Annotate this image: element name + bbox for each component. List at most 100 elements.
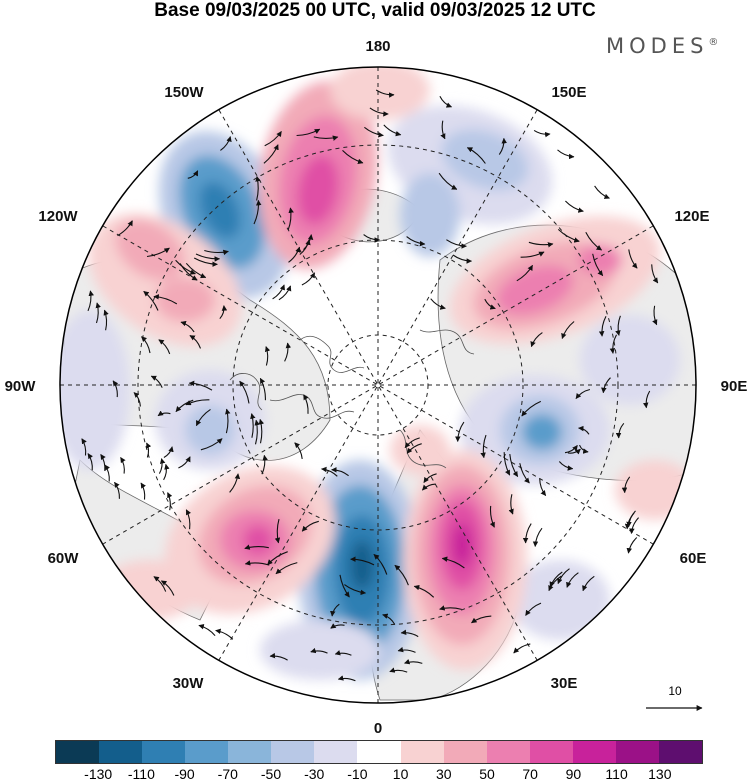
wind-vector-arrow xyxy=(626,510,636,528)
wind-vector-arrow xyxy=(406,443,422,454)
lon-label-150w: 150W xyxy=(164,84,204,101)
wind-vector-arrow xyxy=(375,89,395,98)
wind-vector-arrow xyxy=(585,231,603,251)
wind-vector-arrow xyxy=(394,564,409,586)
wind-vector-arrow xyxy=(471,615,492,624)
wind-vector-arrow xyxy=(330,603,340,617)
wind-vector-arrow xyxy=(509,454,519,478)
colorbar-segment xyxy=(357,741,401,763)
wind-vector-arrow xyxy=(525,602,542,616)
wind-vector-arrow xyxy=(294,442,303,459)
wind-vector-arrow xyxy=(400,629,419,638)
wind-vector-arrow xyxy=(519,463,530,484)
lon-label-60w: 60W xyxy=(48,550,80,567)
wind-vector-arrow xyxy=(440,120,446,140)
colorbar-tick-label: 30 xyxy=(436,766,452,782)
lon-label-0: 0 xyxy=(374,720,382,737)
wind-vector-arrow xyxy=(153,294,178,305)
wind-vector-arrow xyxy=(339,574,350,598)
colorbar-tick-label: 50 xyxy=(479,766,495,782)
colorbar-segment xyxy=(572,741,616,763)
wind-vector-arrow xyxy=(592,253,604,277)
wind-vector-arrow xyxy=(557,149,575,160)
wind-vector-arrow xyxy=(225,408,231,434)
wind-vector-arrow xyxy=(578,425,590,435)
longitude-labels: 180 150W 150E 120W 120E 90W 90E 60W 60E … xyxy=(5,38,748,737)
wind-vector-arrow xyxy=(175,259,196,275)
wind-vector-arrow xyxy=(258,418,265,444)
map-border xyxy=(59,66,697,704)
wind-vector-arrow xyxy=(557,229,580,243)
colorbar-tick-label: 90 xyxy=(565,766,582,782)
wind-vector-arrow xyxy=(628,249,638,269)
wind-vector-arrow xyxy=(629,517,640,534)
wind-vector-arrow xyxy=(160,580,175,596)
wind-vector-arrow xyxy=(167,492,173,511)
colorbar-segment xyxy=(658,741,702,763)
wind-vector-arrow xyxy=(287,207,294,231)
wind-vector-arrow xyxy=(423,473,437,483)
wind-vector-arrow xyxy=(651,264,659,284)
colorbar-segment xyxy=(185,741,229,763)
brand-registered-mark: ® xyxy=(708,37,719,48)
wind-vector-arrow xyxy=(272,284,285,300)
wind-vector-arrow xyxy=(621,476,631,494)
wind-vector-arrow xyxy=(383,124,402,137)
wind-vector-arrow xyxy=(539,478,547,497)
wind-vector-arrow xyxy=(369,107,389,117)
wind-vector-arrow xyxy=(117,220,133,237)
wind-vector-arrow xyxy=(310,647,328,654)
wind-vector-arrow xyxy=(557,568,570,585)
lon-label-120e: 120E xyxy=(674,208,709,225)
wind-vector-arrow xyxy=(521,400,542,417)
wind-vector-arrow xyxy=(642,390,651,409)
colorbar-tick-label: 10 xyxy=(392,766,409,782)
wind-vector-arrow xyxy=(413,584,435,598)
wind-vector-arrow xyxy=(350,556,375,566)
lon-label-180: 180 xyxy=(365,38,390,55)
wind-vector-arrow xyxy=(200,438,223,451)
wind-vector-arrow xyxy=(81,438,87,456)
wind-vector-arrow xyxy=(219,305,228,320)
wind-vector-arrow xyxy=(439,95,453,108)
wind-vector-arrow xyxy=(566,572,579,588)
wind-vector-arrow xyxy=(558,461,574,471)
colorbar-tick-label: 70 xyxy=(522,766,538,782)
wind-vector-arrow xyxy=(301,272,316,286)
colorbar-segment xyxy=(271,741,315,763)
wind-vector-arrow xyxy=(220,136,232,151)
reference-vector-label: 10 xyxy=(668,684,682,698)
wind-vector-arrow xyxy=(382,613,396,625)
wind-vector-arrow xyxy=(489,505,495,528)
colorbar-segment xyxy=(314,741,358,763)
wind-vector-arrow xyxy=(141,336,151,354)
wind-vector-arrow xyxy=(185,399,210,406)
wind-vector-arrow xyxy=(180,320,195,333)
wind-vector-arrow xyxy=(601,377,611,394)
wind-vector-arrow xyxy=(143,290,159,311)
wind-vector-arrow xyxy=(441,556,465,569)
colorbar-tick-label: -130 xyxy=(84,766,113,782)
lon-label-30w: 30W xyxy=(173,675,205,692)
lon-label-30e: 30E xyxy=(551,675,578,692)
wind-vector-arrow xyxy=(404,659,423,665)
colorbar-segment xyxy=(615,741,659,763)
wind-vector-arrow xyxy=(140,482,146,500)
wind-vector-arrow xyxy=(163,446,174,458)
wind-vector-arrow xyxy=(263,144,279,164)
wind-vector-arrow xyxy=(198,624,216,637)
wind-vector-arrow xyxy=(189,335,202,349)
wind-vector-arrow xyxy=(133,392,141,407)
colorbar-segment xyxy=(529,741,573,763)
wind-vector-arrow xyxy=(321,466,338,477)
wind-vector-arrow xyxy=(508,494,514,515)
wind-vector-arrow xyxy=(158,339,171,355)
pole-area xyxy=(328,335,428,435)
anomaly-shading xyxy=(60,67,695,680)
wind-vector-arrow xyxy=(364,126,384,138)
wind-vector-arrow xyxy=(264,346,271,366)
wind-vector-arrow xyxy=(516,264,533,282)
wind-vector-arrow xyxy=(337,675,356,682)
wind-vector-arrow xyxy=(455,421,465,442)
wind-vector-arrow xyxy=(522,523,532,544)
